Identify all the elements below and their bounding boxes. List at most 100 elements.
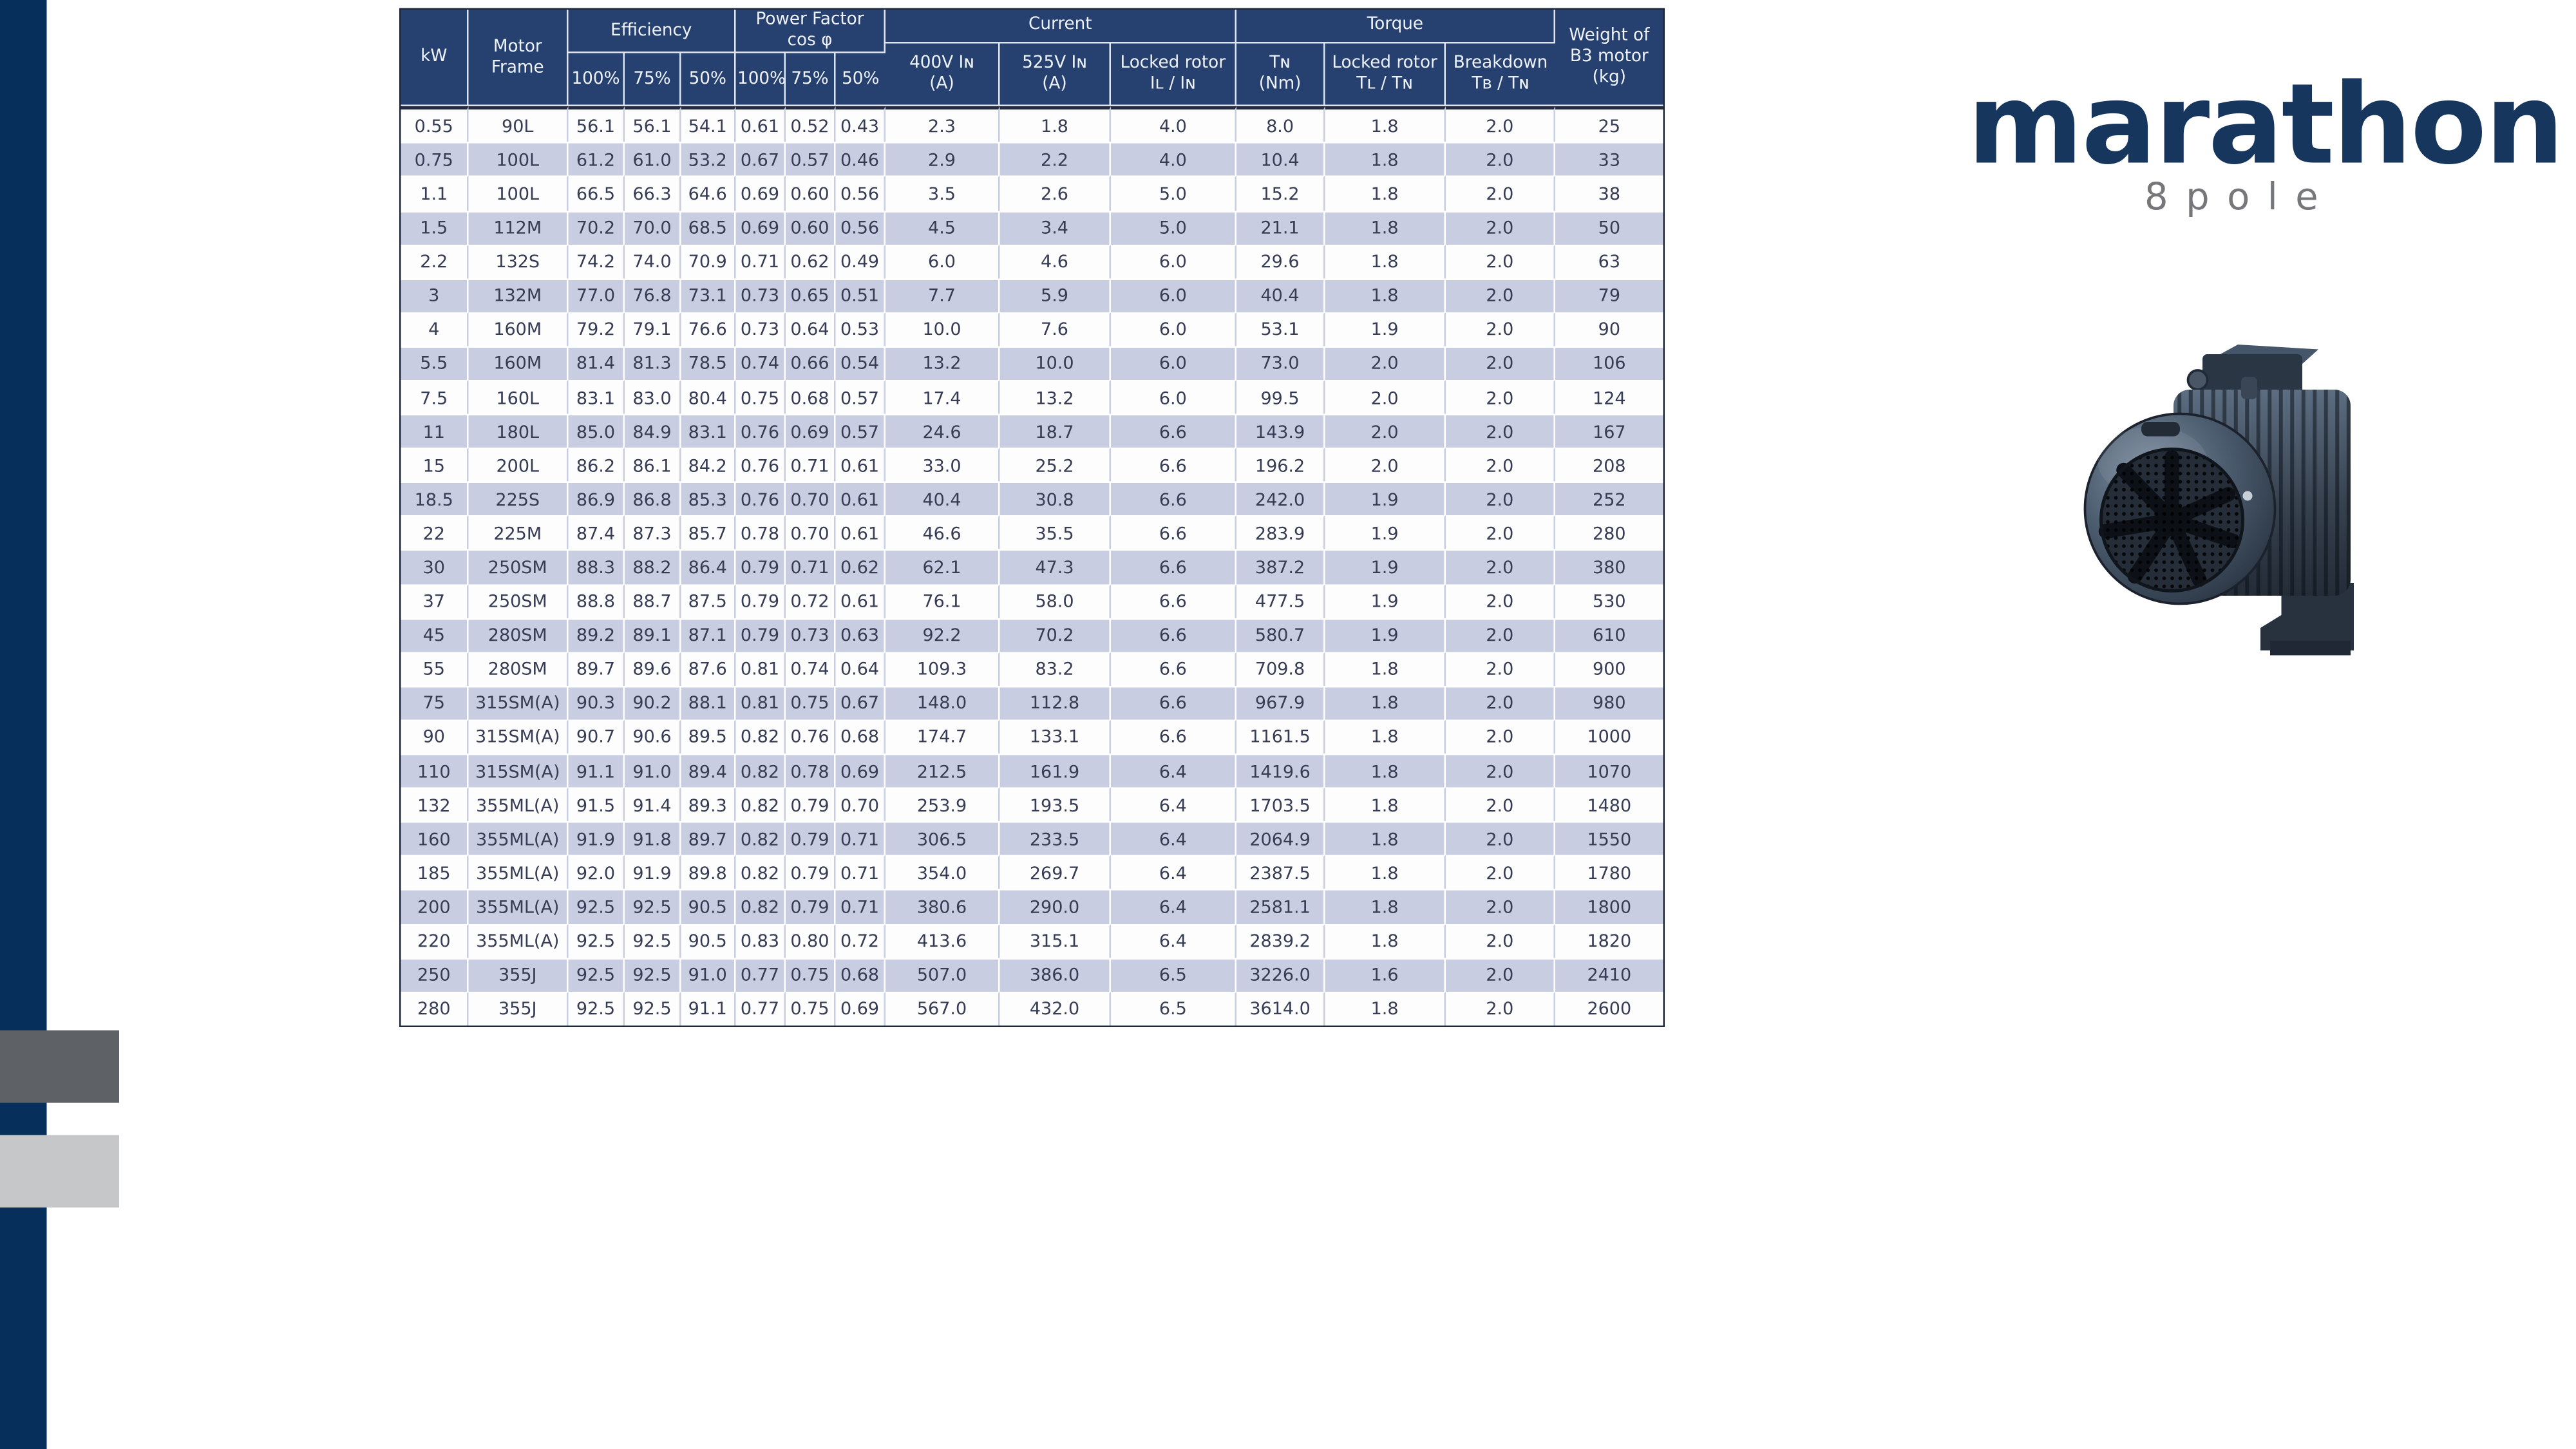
table-cell: 0.71	[786, 448, 836, 482]
table-cell: 6.6	[1111, 549, 1237, 584]
table-cell: 2581.1	[1236, 889, 1325, 923]
table-cell: 250	[401, 957, 469, 992]
table-cell: 6.0	[1111, 312, 1237, 346]
col-header-weight: Weight of B3 motor (kg)	[1555, 10, 1663, 107]
table-cell: 0.54	[835, 346, 886, 380]
table-cell: 133.1	[999, 719, 1112, 754]
table-cell: 1161.5	[1236, 719, 1325, 754]
table-cell: 160L	[468, 380, 569, 414]
table-cell: 29.6	[1236, 244, 1325, 278]
table-cell: 2.0	[1446, 244, 1556, 278]
table-cell: 225M	[468, 515, 569, 550]
table-row: 30 250SM 88.3 88.2 86.4 0.79 0.71 0.62 62.1 47.3 6…	[401, 549, 1663, 584]
table-cell: 92.5	[625, 957, 681, 992]
table-cell: 106	[1555, 346, 1663, 380]
table-cell: 81.3	[625, 346, 681, 380]
table-cell: 83.1	[681, 413, 736, 448]
table-cell: 354.0	[886, 855, 1000, 890]
table-cell: 2.0	[1446, 991, 1556, 1025]
table-cell: 56.1	[568, 106, 625, 142]
col-tn-line2: (Nm)	[1258, 74, 1302, 94]
table-cell: 2387.5	[1236, 855, 1325, 890]
table-cell: 0.62	[786, 244, 836, 278]
table-cell: 86.1	[625, 448, 681, 482]
table-cell: 0.75	[786, 685, 836, 720]
table-cell: 0.70	[835, 787, 886, 822]
table-cell: 74.0	[625, 244, 681, 278]
table-cell: 2.0	[1325, 346, 1446, 380]
table-cell: 78.5	[681, 346, 736, 380]
table-cell: 2.3	[886, 106, 1000, 142]
table-cell: 38	[1555, 176, 1663, 211]
table-cell: 40.4	[886, 482, 1000, 516]
table-cell: 2410	[1555, 957, 1663, 992]
table-cell: 76.6	[681, 312, 736, 346]
group-header-current: Current	[886, 10, 1237, 44]
table-cell: 2.0	[1446, 957, 1556, 992]
table-cell: 90.7	[568, 719, 625, 754]
table-cell: 1.9	[1325, 583, 1446, 618]
table-cell: 25	[1555, 106, 1663, 142]
table-cell: 83.1	[568, 380, 625, 414]
table-cell: 0.67	[835, 685, 886, 720]
table-cell: 0.76	[735, 413, 786, 448]
table-row: 18.5 225S 86.9 86.8 85.3 0.76 0.70 0.61 40.4 30.8…	[401, 482, 1663, 516]
table-cell: 2.0	[1446, 549, 1556, 584]
table-cell: 1.8	[1325, 719, 1446, 754]
table-cell: 15.2	[1236, 176, 1325, 211]
table-cell: 0.61	[835, 583, 886, 618]
table-row: 11 180L 85.0 84.9 83.1 0.76 0.69 0.57 24.6 18.7 6.…	[401, 413, 1663, 448]
table-cell: 160M	[468, 312, 569, 346]
table-cell: 2.0	[1325, 380, 1446, 414]
table-cell: 1.1	[401, 176, 469, 211]
table-cell: 0.76	[786, 719, 836, 754]
table-cell: 200	[401, 889, 469, 923]
table-cell: 40.4	[1236, 278, 1325, 312]
table-cell: 315SM(A)	[468, 753, 569, 788]
table-cell: 6.6	[1111, 413, 1237, 448]
table-cell: 0.67	[735, 142, 786, 176]
table-cell: 315SM(A)	[468, 719, 569, 754]
table-cell: 13.2	[999, 380, 1112, 414]
table-cell: 18.7	[999, 413, 1112, 448]
table-cell: 132S	[468, 244, 569, 278]
table-cell: 85.3	[681, 482, 736, 516]
table-cell: 0.83	[735, 923, 786, 958]
table-cell: 1.8	[1325, 142, 1446, 176]
table-cell: 225S	[468, 482, 569, 516]
table-cell: 0.69	[735, 210, 786, 245]
table-row: 0.75 100L 61.2 61.0 53.2 0.67 0.57 0.46 2.9 2.2 4.…	[401, 142, 1663, 176]
table-cell: 61.0	[625, 142, 681, 176]
table-cell: 5.0	[1111, 176, 1237, 211]
table-cell: 10.0	[886, 312, 1000, 346]
table-cell: 6.6	[1111, 448, 1237, 482]
table-cell: 2.0	[1446, 719, 1556, 754]
table-row: 7.5 160L 83.1 83.0 80.4 0.75 0.68 0.57 17.4 13.2 6…	[401, 380, 1663, 414]
table-cell: 220	[401, 923, 469, 958]
table-cell: 90.3	[568, 685, 625, 720]
table-cell: 0.82	[735, 787, 786, 822]
table-cell: 88.1	[681, 685, 736, 720]
table-cell: 86.9	[568, 482, 625, 516]
table-cell: 1.9	[1325, 618, 1446, 652]
table-cell: 180L	[468, 413, 569, 448]
table-cell: 280SM	[468, 618, 569, 652]
table-cell: 6.6	[1111, 719, 1237, 754]
table-cell: 10.4	[1236, 142, 1325, 176]
table-cell: 2.0	[1446, 753, 1556, 788]
table-cell: 0.66	[786, 346, 836, 380]
table-cell: 0.69	[835, 753, 886, 788]
col-breakdown-line1: Breakdown	[1453, 53, 1548, 73]
table-cell: 6.4	[1111, 923, 1237, 958]
table-cell: 148.0	[886, 685, 1000, 720]
table-cell: 6.4	[1111, 889, 1237, 923]
table-cell: 6.0	[1111, 346, 1237, 380]
table-cell: 88.7	[625, 583, 681, 618]
table-cell: 89.6	[625, 651, 681, 686]
col-525v-line1: 525V Iɴ	[1022, 53, 1087, 73]
table-cell: 250SM	[468, 549, 569, 584]
table-row: 1.5 112M 70.2 70.0 68.5 0.69 0.60 0.56 4.5 3.4 5.0…	[401, 210, 1663, 245]
table-cell: 85.0	[568, 413, 625, 448]
table-cell: 2.0	[1446, 889, 1556, 923]
table-cell: 6.0	[1111, 278, 1237, 312]
